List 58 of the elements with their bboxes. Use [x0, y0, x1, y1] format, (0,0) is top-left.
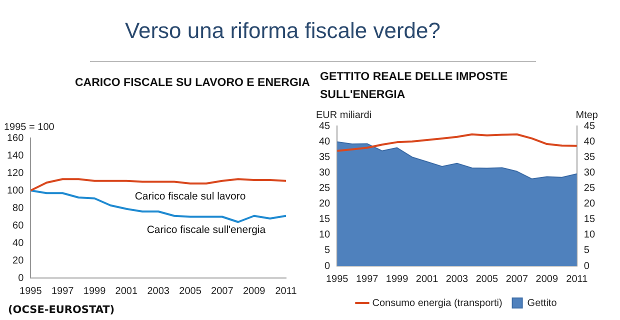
chart-title: GETTITO REALE DELLE IMPOSTE SULL'ENERGIA [319, 70, 509, 103]
y2-axis-title: Mtep [576, 110, 598, 121]
chart-title: CARICO FISCALE SU LAVORO E ENERGIA [74, 76, 310, 91]
x-tick-label: 1997 [356, 274, 379, 285]
y-tick-label: 60 [12, 220, 24, 232]
x-tick-label: 2007 [506, 274, 528, 285]
x-tick-label: 2001 [115, 286, 138, 297]
y-tick-label: 20 [319, 198, 331, 210]
y-tick-label: 100 [6, 185, 24, 196]
y2-tick-label: 15 [584, 214, 596, 226]
y-tick-label: 25 [319, 182, 331, 194]
x-tick-label: 2003 [446, 274, 469, 285]
y2-tick-label: 0 [584, 260, 590, 272]
y-tick-label: 80 [12, 202, 24, 214]
y-axis-title: 1995 = 100 [4, 122, 55, 133]
y-tick-label: 140 [6, 150, 24, 162]
y-tick-label: 20 [12, 255, 24, 266]
y-axis-title: EUR miliardi [316, 110, 372, 121]
x-tick-label: 2005 [179, 286, 202, 297]
y-tick-label: 40 [319, 136, 331, 148]
y2-tick-label: 5 [584, 245, 590, 256]
y-tick-label: 160 [6, 132, 24, 144]
x-tick-label: 1999 [386, 274, 409, 285]
legend-label: Consumo energia (transporti) [372, 298, 502, 309]
y-tick-label: 10 [319, 230, 331, 241]
x-tick-label: 2001 [416, 274, 439, 285]
text: (OCSE-EUROSTAT) [8, 304, 116, 316]
x-tick-label: 2009 [536, 274, 558, 285]
y2-tick-label: 35 [584, 152, 596, 163]
y-tick-label: 35 [319, 152, 331, 163]
x-tick-label: 1995 [326, 274, 349, 285]
y2-tick-label: 30 [584, 167, 596, 178]
series-label: Carico fiscale sull'energia [146, 224, 266, 236]
y2-tick-label: 40 [584, 136, 596, 148]
series-label: Carico fiscale sul lavoro [134, 190, 246, 203]
y-tick-label: 45 [319, 120, 331, 132]
x-tick-label: 1997 [51, 286, 74, 297]
x-tick-label: 2003 [147, 286, 170, 297]
text: Verso una riforma fiscale verde? [125, 18, 440, 44]
y2-tick-label: 20 [584, 198, 596, 210]
y2-tick-label: 45 [584, 120, 596, 132]
x-tick-label: 2009 [242, 286, 266, 297]
y-tick-label: 120 [6, 168, 24, 179]
y-tick-label: 5 [324, 245, 331, 256]
y2-tick-label: 25 [584, 182, 596, 194]
y-tick-label: 0 [18, 272, 24, 284]
y2-tick-label: 10 [584, 230, 596, 241]
x-tick-label: 2005 [476, 274, 499, 285]
x-tick-label: 1995 [20, 286, 42, 297]
legend-label: Gettito [527, 298, 558, 309]
y-tick-label: 15 [319, 214, 331, 226]
y-tick-label: 0 [324, 260, 331, 272]
x-tick-label: 2007 [211, 286, 234, 297]
x-tick-label: 1999 [83, 286, 106, 297]
y-tick-label: 30 [319, 167, 331, 178]
x-tick-label: 2011 [275, 286, 298, 297]
x-tick-label: 2011 [566, 274, 588, 285]
y-tick-label: 40 [12, 238, 24, 249]
